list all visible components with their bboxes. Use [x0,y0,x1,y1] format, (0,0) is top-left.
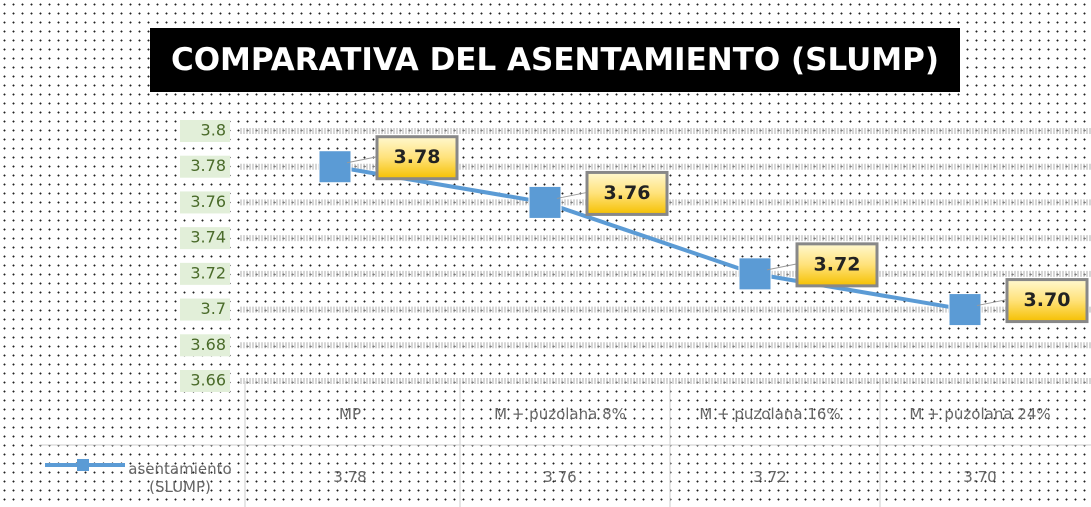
tick-label-bg [180,191,230,214]
marker [948,293,982,327]
y-tick-label: 3.74 [190,228,226,247]
value-cell: 3.72 [753,468,787,486]
y-tick-label: 3.72 [190,263,226,282]
y-tick-label: 3.78 [190,156,226,175]
series-line [334,164,966,312]
category-cell: M + puzolana 24% [909,405,1051,423]
data-label: 3.72 [814,253,861,275]
tick-label-bg [180,334,230,357]
data-label: 3.70 [1024,289,1071,311]
chart-title: COMPARATIVA DEL ASENTAMIENTO (SLUMP) [150,28,960,92]
legend-label: asentamiento (SLUMP) [128,460,232,496]
y-tick-label: 3.68 [190,335,226,354]
leader-line [346,156,378,164]
leader-line [976,299,1008,307]
data-label: 3.78 [394,146,441,168]
tick-label-bg [180,298,230,321]
y-tick-label: 3.76 [190,192,226,211]
tick-label-bg [180,120,230,142]
marker [528,185,562,219]
y-tick-label: 3.8 [201,121,226,140]
data-label-box [585,170,669,216]
marker [738,257,772,291]
tick-label-bg [180,227,230,250]
tick-label-bg [180,155,230,178]
data-label-box [1005,278,1089,324]
y-tick-label: 3.66 [190,371,226,390]
category-cell: M + puzolana 8% [494,405,626,423]
leader-line [766,263,798,271]
data-label-box [375,135,459,181]
y-tick-label: 3.7 [201,299,226,318]
tick-label-bg [180,370,230,392]
leader-line [556,191,588,199]
legend-marker [77,459,89,471]
tick-label-bg [180,262,230,285]
data-label: 3.76 [604,182,651,204]
category-cell: MP [339,405,361,423]
marker [318,150,352,184]
value-cell: 3.70 [963,468,997,486]
value-cell: 3.78 [333,468,367,486]
category-cell: M + puzolana 16% [699,405,841,423]
value-cell: 3.76 [543,468,577,486]
data-label-box [795,242,879,288]
